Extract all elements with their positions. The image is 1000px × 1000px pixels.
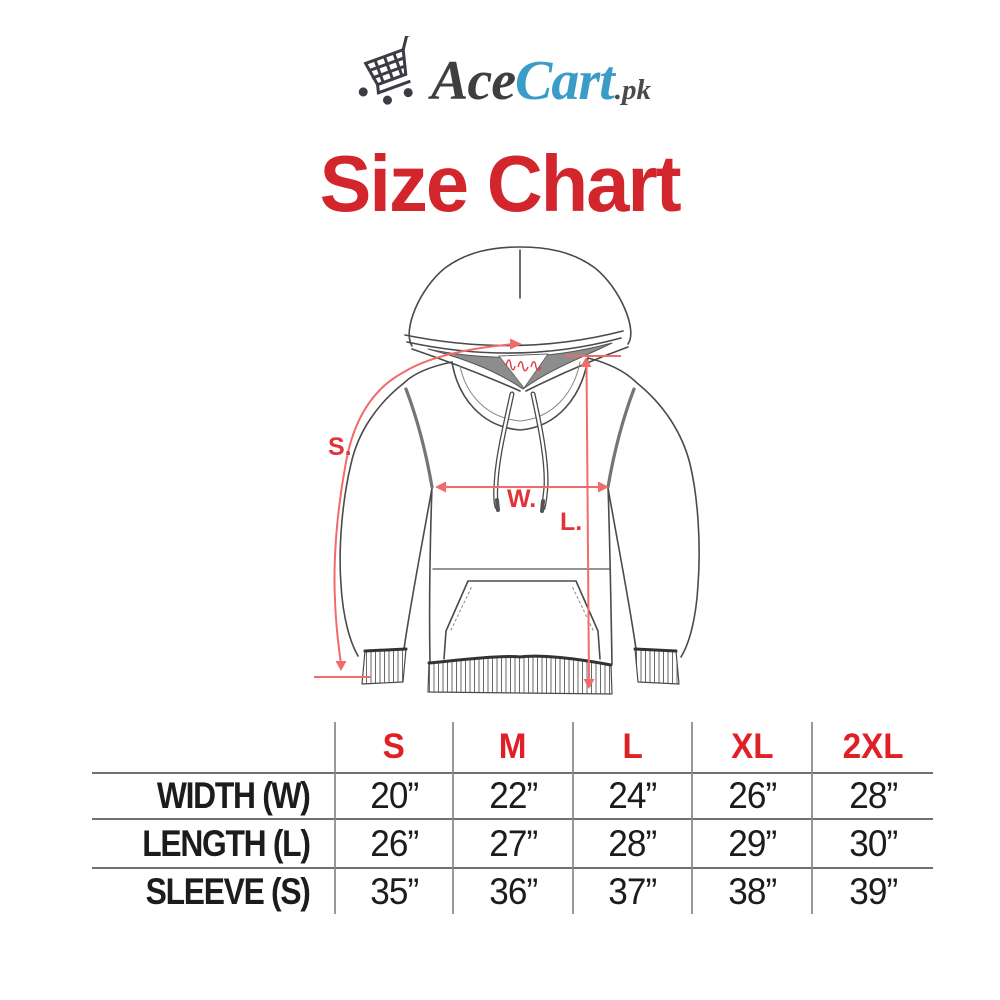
length-2xl-value: 30” — [811, 818, 933, 867]
sleeve-measure-label: S. — [328, 433, 352, 461]
measurement-lines — [314, 343, 621, 683]
width-measure-label: W. — [507, 485, 536, 513]
size-col-header-m: M — [452, 722, 572, 772]
shopping-cart-icon — [358, 36, 413, 105]
length-xl-value: 29” — [691, 818, 811, 867]
length-s-value: 26” — [334, 818, 452, 867]
width-m-value: 22” — [452, 772, 572, 818]
size-col-header-xl: XL — [691, 722, 811, 772]
sleeve-m-value: 36” — [452, 867, 572, 914]
brand-suffix: Cart — [515, 50, 615, 112]
sleeve-2xl-value: 39” — [811, 867, 933, 914]
row-label-width: WIDTH (W) — [92, 772, 334, 818]
size-col-header-l: L — [572, 722, 691, 772]
size-table-corner — [92, 722, 334, 772]
sleeve-l-value: 37” — [572, 867, 691, 914]
size-table: S M L XL 2XL WIDTH (W) 20” 22” 24” 26” 2… — [92, 722, 933, 914]
length-l-value: 28” — [572, 818, 691, 867]
collar-brand-mark — [505, 359, 542, 372]
brand-prefix: Ace — [430, 50, 516, 112]
sleeve-xl-value: 38” — [691, 867, 811, 914]
brand-domain-suffix: .pk — [614, 74, 651, 106]
length-m-value: 27” — [452, 818, 572, 867]
width-s-value: 20” — [334, 772, 452, 818]
hoodie-outline — [339, 246, 700, 695]
row-label-sleeve: SLEEVE (S) — [92, 867, 334, 914]
measurement-arrowheads — [335, 338, 609, 689]
page-title: Size Chart — [319, 139, 682, 228]
hoodie-measurement-diagram: S. W. L. — [314, 246, 700, 695]
width-l-value: 24” — [572, 772, 691, 818]
row-label-length: LENGTH (L) — [92, 818, 334, 867]
brand-wordmark: Ace Cart .pk — [431, 49, 651, 113]
width-xl-value: 26” — [691, 772, 811, 818]
width-2xl-value: 28” — [811, 772, 933, 818]
size-col-header-s: S — [334, 722, 452, 772]
length-measure-label: L. — [560, 508, 582, 536]
sleeve-s-value: 35” — [334, 867, 452, 914]
brand-logo: Ace Cart .pk — [0, 36, 1000, 124]
size-col-header-2xl: 2XL — [811, 722, 933, 772]
